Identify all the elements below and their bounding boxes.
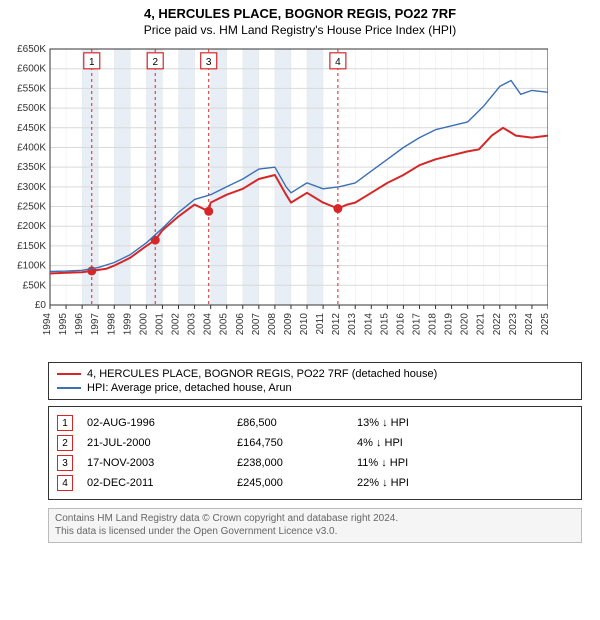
- title-sub: Price paid vs. HM Land Registry's House …: [8, 23, 592, 37]
- svg-text:2010: 2010: [299, 313, 310, 336]
- transaction-marker: 2: [57, 435, 73, 451]
- svg-text:£150K: £150K: [17, 241, 46, 252]
- svg-text:1994: 1994: [42, 313, 53, 336]
- svg-text:2024: 2024: [524, 313, 535, 336]
- transaction-row: 3 17-NOV-2003£238,00011% ↓ HPI: [57, 453, 573, 473]
- footer-line-2: This data is licensed under the Open Gov…: [55, 526, 575, 539]
- svg-text:£50K: £50K: [23, 280, 47, 291]
- svg-text:£450K: £450K: [17, 123, 46, 134]
- legend: 4, HERCULES PLACE, BOGNOR REGIS, PO22 7R…: [48, 362, 582, 400]
- legend-label: 4, HERCULES PLACE, BOGNOR REGIS, PO22 7R…: [87, 368, 437, 380]
- svg-text:2011: 2011: [315, 313, 326, 335]
- transaction-hpi-diff: 22% ↓ HPI: [357, 477, 573, 489]
- svg-text:2015: 2015: [379, 313, 390, 336]
- svg-text:2000: 2000: [138, 313, 149, 336]
- transaction-price: £245,000: [237, 477, 357, 489]
- legend-swatch: [57, 387, 81, 389]
- legend-item: HPI: Average price, detached house, Arun: [57, 381, 573, 395]
- legend-label: HPI: Average price, detached house, Arun: [87, 382, 292, 394]
- svg-text:2: 2: [152, 57, 158, 68]
- transaction-hpi-diff: 4% ↓ HPI: [357, 437, 573, 449]
- svg-text:1998: 1998: [106, 313, 117, 336]
- transaction-date: 02-AUG-1996: [87, 417, 237, 429]
- transaction-date: 21-JUL-2000: [87, 437, 237, 449]
- svg-text:1995: 1995: [58, 313, 69, 336]
- footer-line-1: Contains HM Land Registry data © Crown c…: [55, 513, 575, 526]
- svg-text:1996: 1996: [74, 313, 85, 336]
- transaction-date: 17-NOV-2003: [87, 457, 237, 469]
- svg-text:2002: 2002: [171, 313, 182, 336]
- transaction-price: £86,500: [237, 417, 357, 429]
- svg-text:2009: 2009: [283, 313, 294, 336]
- page-root: 4, HERCULES PLACE, BOGNOR REGIS, PO22 7R…: [0, 0, 600, 551]
- svg-text:£300K: £300K: [17, 182, 46, 193]
- svg-text:£550K: £550K: [17, 83, 46, 94]
- svg-text:2021: 2021: [476, 313, 487, 336]
- price-chart: £0 £50K £100K £150K £200K £250K £300K £350K £400…: [8, 43, 548, 353]
- transaction-hpi-diff: 13% ↓ HPI: [357, 417, 573, 429]
- transaction-date: 02-DEC-2011: [87, 477, 237, 489]
- svg-text:2025: 2025: [540, 313, 548, 336]
- legend-swatch: [57, 373, 81, 375]
- svg-text:£200K: £200K: [17, 221, 46, 232]
- svg-text:2016: 2016: [395, 313, 406, 336]
- svg-text:£400K: £400K: [17, 142, 46, 153]
- svg-text:£250K: £250K: [17, 202, 46, 213]
- svg-text:2008: 2008: [267, 313, 278, 336]
- svg-text:2018: 2018: [428, 313, 439, 336]
- svg-text:2001: 2001: [154, 313, 165, 336]
- svg-text:3: 3: [206, 57, 212, 68]
- transaction-marker: 1: [57, 415, 73, 431]
- svg-text:4: 4: [335, 57, 341, 68]
- svg-text:2017: 2017: [411, 313, 422, 336]
- svg-text:2006: 2006: [235, 313, 246, 336]
- svg-text:£600K: £600K: [17, 64, 46, 75]
- transactions-table: 1 02-AUG-1996£86,50013% ↓ HPI 2 21-JUL-2000…: [48, 406, 582, 500]
- svg-text:£100K: £100K: [17, 261, 46, 272]
- legend-item: 4, HERCULES PLACE, BOGNOR REGIS, PO22 7R…: [57, 367, 573, 381]
- chart-titles: 4, HERCULES PLACE, BOGNOR REGIS, PO22 7R…: [8, 6, 592, 37]
- svg-text:2019: 2019: [444, 313, 455, 336]
- title-main: 4, HERCULES PLACE, BOGNOR REGIS, PO22 7R…: [8, 6, 592, 21]
- svg-text:2014: 2014: [363, 313, 374, 336]
- svg-text:£650K: £650K: [17, 44, 46, 55]
- svg-text:2023: 2023: [508, 313, 519, 336]
- transaction-row: 2 21-JUL-2000£164,7504% ↓ HPI: [57, 433, 573, 453]
- svg-text:2003: 2003: [187, 313, 198, 336]
- chart-container: £0 £50K £100K £150K £200K £250K £300K £350K £400…: [8, 43, 592, 358]
- svg-text:1997: 1997: [90, 313, 101, 336]
- transaction-row: 1 02-AUG-1996£86,50013% ↓ HPI: [57, 413, 573, 433]
- svg-text:2004: 2004: [203, 313, 214, 336]
- svg-text:1999: 1999: [122, 313, 133, 336]
- transaction-price: £238,000: [237, 457, 357, 469]
- svg-text:2022: 2022: [492, 313, 503, 336]
- transaction-marker: 4: [57, 475, 73, 491]
- svg-text:2007: 2007: [251, 313, 262, 336]
- svg-text:2012: 2012: [331, 313, 342, 336]
- footer-attribution: Contains HM Land Registry data © Crown c…: [48, 508, 582, 543]
- transaction-hpi-diff: 11% ↓ HPI: [357, 457, 573, 469]
- svg-text:£500K: £500K: [17, 103, 46, 114]
- svg-text:£350K: £350K: [17, 162, 46, 173]
- transaction-price: £164,750: [237, 437, 357, 449]
- svg-text:2013: 2013: [347, 313, 358, 336]
- transaction-marker: 3: [57, 455, 73, 471]
- svg-text:2020: 2020: [460, 313, 471, 336]
- svg-text:1: 1: [89, 57, 95, 68]
- transaction-row: 4 02-DEC-2011£245,00022% ↓ HPI: [57, 473, 573, 493]
- svg-text:2005: 2005: [219, 313, 230, 336]
- svg-text:£0: £0: [35, 300, 47, 311]
